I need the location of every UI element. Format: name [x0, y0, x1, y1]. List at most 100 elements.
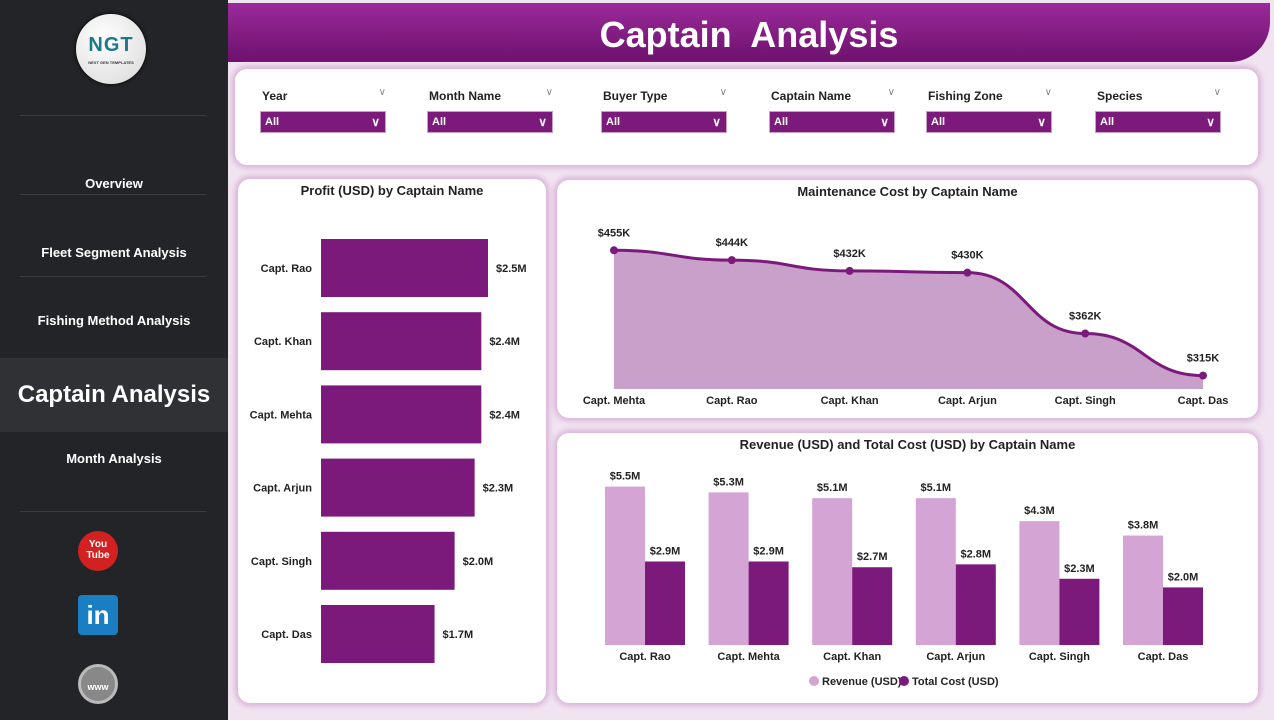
category-label: Capt. Arjun — [938, 395, 997, 407]
data-label: $2.8M — [961, 548, 992, 560]
data-label: $5.1M — [817, 482, 848, 494]
total-cost-bar — [1163, 587, 1203, 645]
revenue-bar — [1123, 535, 1163, 645]
total-cost-bar — [955, 564, 996, 645]
total-cost-bar — [852, 567, 893, 645]
filter-dropdown[interactable]: All ∨ — [260, 111, 386, 133]
chevron-down-icon[interactable]: ∨ — [887, 87, 895, 98]
nav-overview[interactable]: Overview — [85, 176, 143, 191]
revenue-cost-chart-panel: Revenue (USD) and Total Cost (USD) by Ca… — [557, 433, 1258, 703]
data-label: $5.1M — [921, 482, 952, 494]
filter-captain-name[interactable]: Captain Name ∨ All ∨ — [769, 87, 895, 133]
nav-month-analysis[interactable]: Month Analysis — [66, 451, 162, 466]
maintenance-chart-panel: Maintenance Cost by Captain Name $455K Ca… — [557, 180, 1258, 418]
chart-title: Profit (USD) by Captain Name — [300, 183, 484, 198]
revenue-bar — [1019, 521, 1060, 645]
filter-label: Year — [262, 89, 288, 103]
category-label: Capt. Rao — [619, 651, 671, 663]
globe-icon[interactable]: www — [78, 664, 118, 704]
filter-fishing-zone[interactable]: Fishing Zone ∨ All ∨ — [926, 87, 1052, 133]
category-label: Capt. Rao — [261, 263, 313, 275]
filter-dropdown[interactable]: All ∨ — [926, 111, 1052, 133]
filter-buyer-type[interactable]: Buyer Type ∨ All ∨ — [601, 87, 727, 133]
filter-value: All — [931, 116, 946, 128]
data-point — [1081, 329, 1090, 338]
data-label: $2.7M — [857, 551, 888, 563]
revenue-cost-bar-chart: $5.5M $2.9M Capt. Rao $5.3M $2.9M Capt. Mehta… — [605, 471, 1203, 688]
data-label: $5.5M — [610, 471, 641, 483]
data-label: $2.3M — [483, 483, 514, 495]
revenue-bar — [915, 498, 956, 645]
chevron-down-icon: ∨ — [712, 115, 721, 129]
area-fill — [614, 250, 1203, 389]
filter-panel: Year ∨ All ∨ Month Name ∨ All ∨ Buyer Type ∨ All ∨ C… — [235, 69, 1258, 165]
category-label: Capt. Mehta — [717, 651, 780, 663]
data-point — [963, 268, 972, 277]
filter-dropdown[interactable]: All ∨ — [427, 111, 553, 133]
chevron-down-icon: ∨ — [880, 115, 889, 129]
filter-value: All — [606, 116, 621, 128]
data-label: $5.3M — [713, 476, 744, 488]
category-label: Capt. Singh — [1055, 395, 1116, 407]
nav-fishing-method-analysis[interactable]: Fishing Method Analysis — [37, 313, 191, 328]
filter-label: Buyer Type — [603, 89, 668, 103]
filter-value: All — [265, 116, 280, 128]
chevron-down-icon[interactable]: ∨ — [378, 87, 386, 98]
chevron-down-icon[interactable]: ∨ — [1044, 87, 1052, 98]
category-label: Capt. Das — [1138, 651, 1189, 663]
linkedin-icon[interactable]: in — [78, 595, 118, 635]
youtube-icon[interactable]: You Tube — [78, 531, 118, 571]
data-label: $3.8M — [1128, 520, 1159, 532]
filter-dropdown[interactable]: All ∨ — [1095, 111, 1221, 133]
category-label: Capt. Khan — [821, 395, 879, 407]
maintenance-area-chart: $455K Capt. Mehta $444K Capt. Rao $432K Capt.… — [583, 227, 1229, 407]
profit-chart-panel: Profit (USD) by Captain Name Capt. Rao $2… — [238, 179, 546, 703]
data-label: $4.3M — [1024, 505, 1055, 517]
profit-bar — [321, 531, 455, 590]
total-cost-bar — [645, 561, 685, 645]
category-label: Capt. Khan — [254, 336, 312, 348]
category-label: Capt. Das — [261, 629, 312, 641]
legend-label: Total Cost (USD) — [912, 676, 999, 688]
legend-marker — [899, 676, 909, 686]
data-label: $2.4M — [489, 336, 520, 348]
profit-bar — [321, 458, 475, 517]
filter-value: All — [432, 116, 447, 128]
data-label: $315K — [1187, 353, 1219, 365]
chevron-down-icon[interactable]: ∨ — [1213, 87, 1221, 98]
data-label: $455K — [598, 227, 630, 239]
filter-label: Month Name — [429, 89, 501, 103]
category-label: Capt. Mehta — [250, 409, 313, 421]
divider — [20, 194, 206, 195]
profit-bar — [321, 385, 482, 444]
profit-bar — [321, 239, 488, 297]
data-label: $2.9M — [650, 545, 681, 557]
chevron-down-icon[interactable]: ∨ — [719, 87, 727, 98]
data-label: $362K — [1069, 311, 1101, 323]
total-cost-bar — [748, 561, 789, 645]
profit-bar — [321, 605, 435, 663]
filter-label: Captain Name — [771, 89, 852, 103]
data-label: $432K — [833, 248, 865, 260]
filter-dropdown[interactable]: All ∨ — [769, 111, 895, 133]
data-point — [727, 256, 736, 265]
filter-dropdown[interactable]: All ∨ — [601, 111, 727, 133]
filter-species[interactable]: Species ∨ All ∨ — [1095, 87, 1221, 133]
data-label: $2.3M — [1064, 563, 1095, 575]
divider — [20, 511, 206, 512]
filter-month-name[interactable]: Month Name ∨ All ∨ — [427, 87, 553, 133]
data-point — [1199, 371, 1207, 380]
category-label: Capt. Singh — [251, 556, 312, 568]
nav-captain-analysis[interactable]: Captain Analysis — [0, 358, 228, 432]
data-label: $430K — [951, 250, 983, 262]
nav-fleet-segment-analysis[interactable]: Fleet Segment Analysis — [41, 245, 187, 260]
data-label: $2.4M — [489, 409, 520, 421]
data-label: $2.0M — [1168, 571, 1199, 583]
chevron-down-icon: ∨ — [1037, 115, 1046, 129]
data-label: $2.5M — [496, 263, 527, 275]
chevron-down-icon[interactable]: ∨ — [545, 87, 553, 98]
filter-year[interactable]: Year ∨ All ∨ — [260, 87, 386, 133]
category-label: Capt. Khan — [823, 651, 881, 663]
page-title: Captain Analysis — [228, 3, 1270, 62]
data-label: $444K — [716, 237, 748, 249]
